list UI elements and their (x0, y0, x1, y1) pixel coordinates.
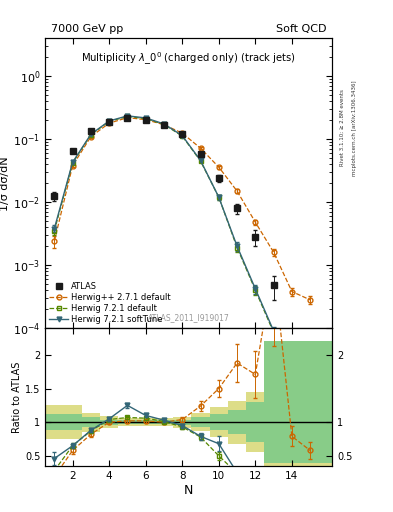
Text: mcplots.cern.ch [arXiv:1306.3436]: mcplots.cern.ch [arXiv:1306.3436] (352, 80, 357, 176)
Text: Rivet 3.1.10; ≥ 2.8M events: Rivet 3.1.10; ≥ 2.8M events (340, 90, 345, 166)
Legend: ATLAS, Herwig++ 2.7.1 default, Herwig 7.2.1 default, Herwig 7.2.1 softTune: ATLAS, Herwig++ 2.7.1 default, Herwig 7.… (50, 282, 171, 324)
X-axis label: N: N (184, 483, 193, 497)
Text: ATLAS_2011_I919017: ATLAS_2011_I919017 (148, 313, 230, 322)
Y-axis label: Ratio to ATLAS: Ratio to ATLAS (12, 361, 22, 433)
Text: 7000 GeV pp: 7000 GeV pp (51, 24, 123, 34)
Text: Soft QCD: Soft QCD (276, 24, 326, 34)
Y-axis label: 1/σ dσ/dN: 1/σ dσ/dN (0, 156, 10, 210)
Text: Multiplicity $\lambda\_0^0$ (charged only) (track jets): Multiplicity $\lambda\_0^0$ (charged onl… (81, 50, 296, 67)
